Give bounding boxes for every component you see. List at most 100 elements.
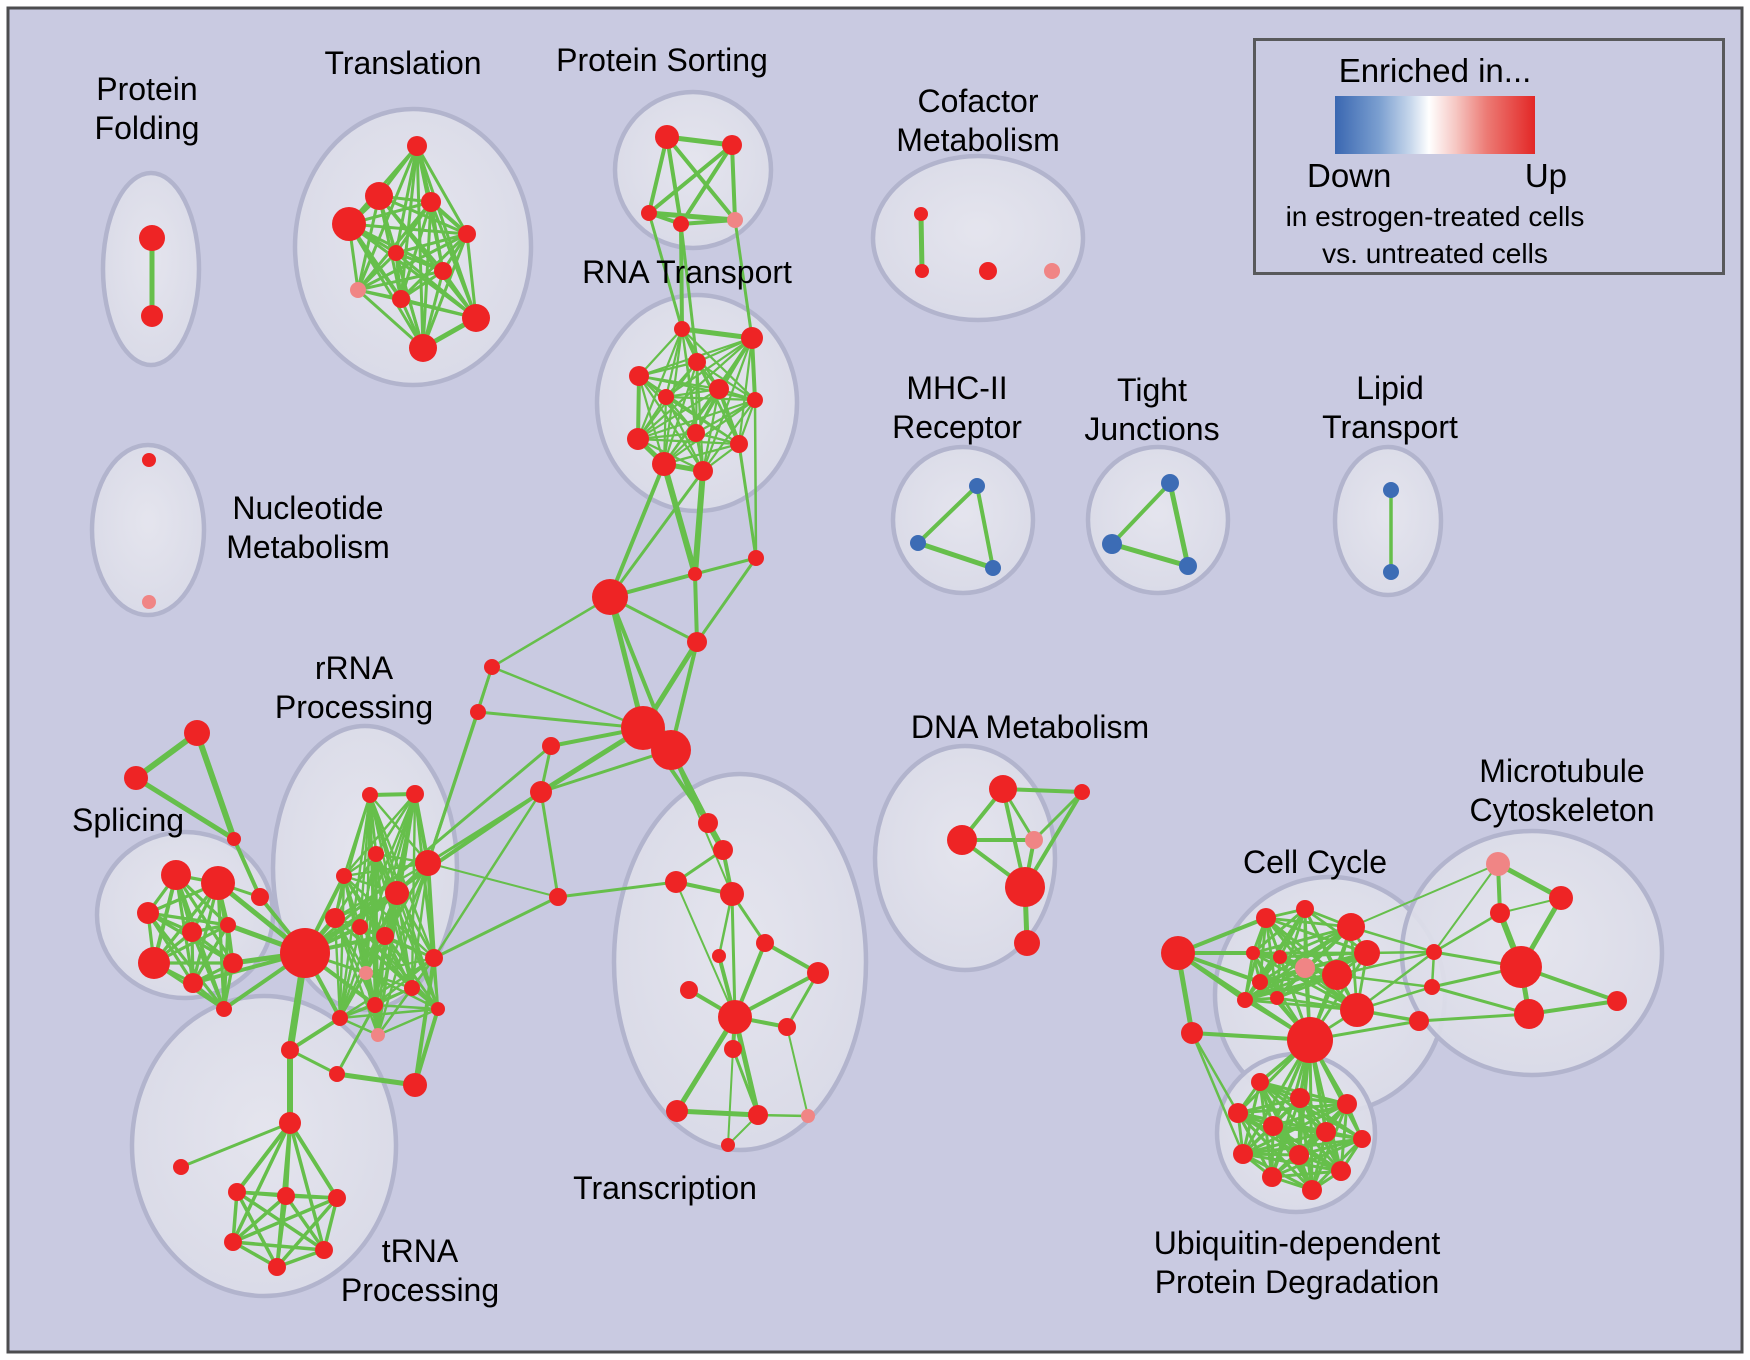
- gene-set-node-rna-7[interactable]: [627, 428, 649, 450]
- gene-set-node-rrna-13[interactable]: [371, 1028, 385, 1042]
- gene-set-node-ps-4[interactable]: [727, 212, 743, 228]
- gene-set-node-core-4[interactable]: [251, 888, 269, 906]
- gene-set-node-rrna-3[interactable]: [368, 846, 384, 862]
- gene-set-node-rrna-7[interactable]: [352, 919, 368, 935]
- gene-set-node-cc-2[interactable]: [1256, 908, 1276, 928]
- gene-set-node-mt-5[interactable]: [1424, 979, 1440, 995]
- gene-set-node-rrna-1[interactable]: [406, 785, 424, 803]
- gene-set-node-rna-1[interactable]: [741, 327, 763, 349]
- gene-set-node-ps-0[interactable]: [655, 125, 679, 149]
- gene-set-node-cc-4[interactable]: [1337, 913, 1365, 941]
- gene-set-node-spl-1[interactable]: [201, 866, 235, 900]
- gene-set-node-dna-5[interactable]: [1074, 784, 1090, 800]
- gene-set-node-spl-3[interactable]: [138, 947, 170, 979]
- gene-set-node-tl-9[interactable]: [462, 304, 490, 332]
- gene-set-node-rrna-14[interactable]: [404, 980, 420, 996]
- gene-set-node-tx-11[interactable]: [666, 1100, 688, 1122]
- gene-set-node-core-5[interactable]: [592, 579, 628, 615]
- gene-set-node-core-0[interactable]: [280, 928, 330, 978]
- gene-set-node-cc-10[interactable]: [1252, 974, 1268, 990]
- gene-set-node-ub-1[interactable]: [1290, 1088, 1310, 1108]
- gene-set-node-tl-8[interactable]: [392, 290, 410, 308]
- gene-set-node-ub-0[interactable]: [1251, 1073, 1269, 1091]
- gene-set-node-pf-0[interactable]: [139, 225, 165, 251]
- gene-set-node-core-15[interactable]: [470, 704, 486, 720]
- gene-set-node-ps-1[interactable]: [722, 135, 742, 155]
- gene-set-node-mhc-2[interactable]: [985, 560, 1001, 576]
- gene-set-node-core-2[interactable]: [124, 766, 148, 790]
- gene-set-node-cc-11[interactable]: [1237, 992, 1253, 1008]
- gene-set-node-tx-4[interactable]: [712, 949, 726, 963]
- gene-set-node-ub-7[interactable]: [1233, 1144, 1253, 1164]
- gene-set-node-rrna-6[interactable]: [325, 908, 345, 928]
- gene-set-node-dna-0[interactable]: [989, 775, 1017, 803]
- gene-set-node-core-11[interactable]: [542, 737, 560, 755]
- gene-set-node-spl-7[interactable]: [223, 953, 243, 973]
- gene-set-node-dna-2[interactable]: [1025, 831, 1043, 849]
- gene-set-node-ub-5[interactable]: [1316, 1122, 1336, 1142]
- gene-set-node-tl-4[interactable]: [458, 225, 476, 243]
- gene-set-node-trna-4[interactable]: [328, 1189, 346, 1207]
- gene-set-node-dna-4[interactable]: [1014, 930, 1040, 956]
- gene-set-node-ub-3[interactable]: [1228, 1103, 1248, 1123]
- gene-set-node-rna-4[interactable]: [709, 379, 729, 399]
- gene-set-node-core-6[interactable]: [688, 567, 702, 581]
- gene-set-node-core-8[interactable]: [687, 632, 707, 652]
- gene-set-node-tl-3[interactable]: [421, 192, 441, 212]
- gene-set-node-cc-3[interactable]: [1296, 900, 1314, 918]
- gene-set-node-cc-12[interactable]: [1270, 991, 1284, 1005]
- gene-set-node-trna-6[interactable]: [315, 1241, 333, 1259]
- gene-set-node-tx-13[interactable]: [801, 1109, 815, 1123]
- gene-set-node-rrna-9[interactable]: [359, 966, 373, 980]
- gene-set-node-ub-4[interactable]: [1263, 1116, 1283, 1136]
- gene-set-node-spl-6[interactable]: [183, 973, 203, 993]
- gene-set-node-lip-1[interactable]: [1383, 564, 1399, 580]
- gene-set-node-tl-7[interactable]: [350, 282, 366, 298]
- gene-set-node-lip-0[interactable]: [1383, 482, 1399, 498]
- gene-set-node-rna-9[interactable]: [730, 435, 748, 453]
- gene-set-node-cc-5[interactable]: [1354, 940, 1380, 966]
- gene-set-node-cc-7[interactable]: [1273, 950, 1287, 964]
- gene-set-node-tl-0[interactable]: [407, 136, 427, 156]
- gene-set-node-core-3[interactable]: [227, 832, 241, 846]
- gene-set-node-rna-0[interactable]: [674, 321, 690, 337]
- gene-set-node-rrna-10[interactable]: [425, 949, 443, 967]
- gene-set-node-ub-8[interactable]: [1289, 1145, 1309, 1165]
- gene-set-node-mt-4[interactable]: [1500, 946, 1542, 988]
- gene-set-node-core-10[interactable]: [651, 730, 691, 770]
- gene-set-node-rna-6[interactable]: [658, 389, 674, 405]
- gene-set-node-cof-2[interactable]: [979, 262, 997, 280]
- gene-set-node-rna-10[interactable]: [652, 452, 676, 476]
- gene-set-node-rrna-15[interactable]: [431, 1002, 445, 1016]
- gene-set-node-tl-6[interactable]: [434, 262, 452, 280]
- gene-set-node-tx-2[interactable]: [665, 871, 687, 893]
- gene-set-node-rna-11[interactable]: [693, 461, 713, 481]
- gene-set-node-tx-1[interactable]: [713, 840, 733, 860]
- gene-set-node-tx-9[interactable]: [778, 1018, 796, 1036]
- gene-set-node-cof-0[interactable]: [914, 207, 928, 221]
- gene-set-node-spl-8[interactable]: [216, 1001, 232, 1017]
- gene-set-node-trna-7[interactable]: [268, 1258, 286, 1276]
- gene-set-node-rna-3[interactable]: [629, 366, 649, 386]
- gene-set-node-cc-9[interactable]: [1322, 960, 1352, 990]
- gene-set-node-trna-3[interactable]: [277, 1187, 295, 1205]
- gene-set-node-core-17[interactable]: [329, 1066, 345, 1082]
- gene-set-node-pf-1[interactable]: [141, 305, 163, 327]
- gene-set-node-mt-0[interactable]: [1486, 852, 1510, 876]
- gene-set-node-tx-10[interactable]: [724, 1040, 742, 1058]
- gene-set-node-mt-7[interactable]: [1514, 999, 1544, 1029]
- gene-set-node-ub-10[interactable]: [1262, 1167, 1282, 1187]
- gene-set-node-dna-1[interactable]: [947, 825, 977, 855]
- gene-set-node-trna-2[interactable]: [228, 1183, 246, 1201]
- gene-set-node-cc-0[interactable]: [1161, 936, 1195, 970]
- gene-set-node-rrna-11[interactable]: [367, 997, 383, 1013]
- gene-set-node-rrna-5[interactable]: [415, 850, 441, 876]
- gene-set-node-ub-11[interactable]: [1302, 1180, 1322, 1200]
- gene-set-node-trna-0[interactable]: [279, 1112, 301, 1134]
- gene-set-node-core-12[interactable]: [530, 781, 552, 803]
- gene-set-node-rrna-12[interactable]: [332, 1010, 348, 1026]
- gene-set-node-tl-5[interactable]: [388, 245, 404, 261]
- gene-set-node-rna-8[interactable]: [687, 424, 705, 442]
- gene-set-node-cc-6[interactable]: [1246, 946, 1260, 960]
